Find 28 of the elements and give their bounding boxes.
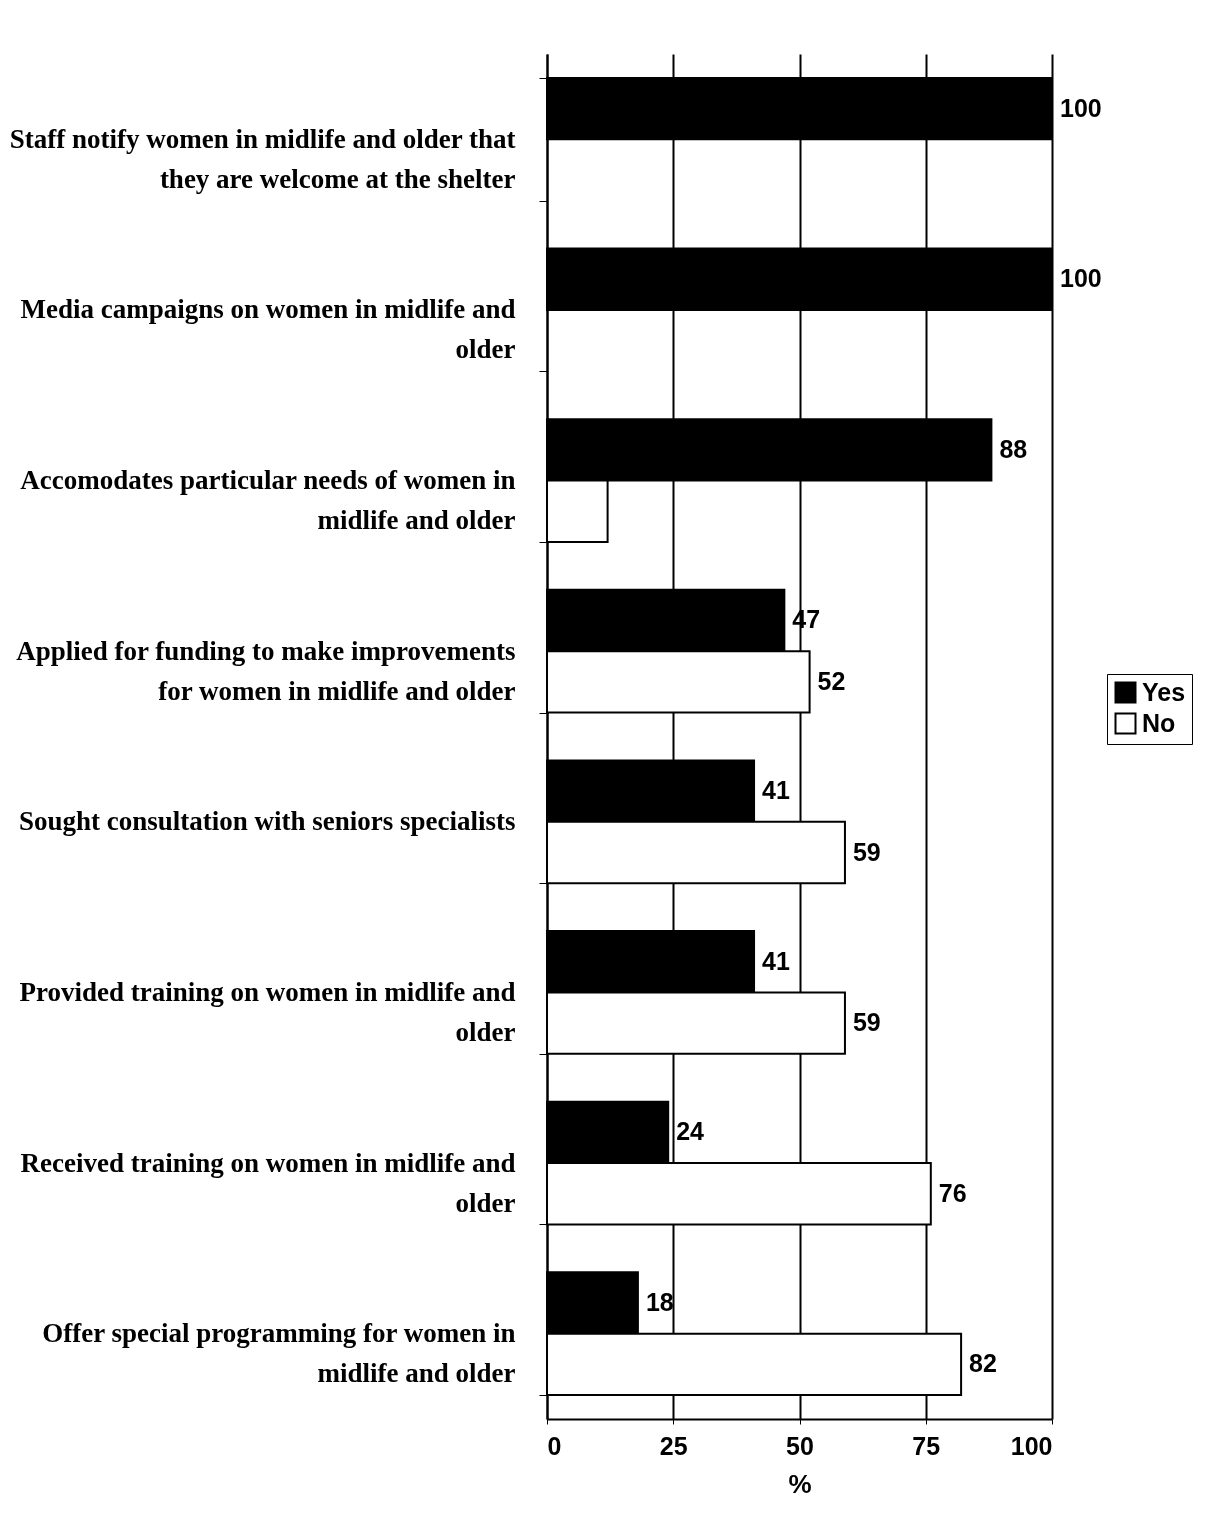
x-axis-title: %	[788, 1468, 812, 1499]
x-tick-label: 0	[547, 1431, 562, 1460]
x-tick-label: 25	[659, 1431, 688, 1460]
data-label: 41	[762, 776, 790, 805]
data-label: 52	[817, 666, 846, 695]
x-tick-label: 50	[786, 1431, 814, 1460]
y-tick-label: Applied for funding to make improvements for women in midlife and older	[16, 635, 516, 706]
legend-label: Yes	[1142, 677, 1186, 706]
data-label: 59	[852, 1008, 881, 1037]
data-label: 41	[762, 946, 790, 975]
data-label: 18	[645, 1287, 674, 1316]
data-label: 100	[1060, 264, 1102, 293]
y-tick-label: Media campaigns on women in midlife and older	[20, 294, 516, 365]
y-tick-label: Sought consultation with seniors specialists	[18, 806, 516, 837]
data-label: 59	[852, 837, 881, 866]
data-label: 24	[676, 1117, 705, 1146]
y-tick-label: Provided training on women in midlife and older	[19, 976, 516, 1047]
x-tick-label: 75	[912, 1431, 941, 1460]
y-tick-label: Received training on women in midlife and older	[20, 1147, 516, 1218]
data-label: 88	[999, 434, 1028, 463]
data-label: 76	[938, 1178, 967, 1207]
legend-label: No	[1142, 708, 1176, 737]
y-tick-label: Offer special programming for women in midlife and older	[42, 1318, 516, 1389]
y-tick-label: Accomodates particular needs of women in midlife and older	[20, 465, 516, 536]
data-label: 82	[969, 1349, 997, 1378]
data-label: 100	[1060, 93, 1102, 122]
x-tick-label: 100	[1010, 1431, 1053, 1460]
y-tick-label: Staff notify women in midlife and older that they are welcome at the shelter	[9, 123, 516, 194]
